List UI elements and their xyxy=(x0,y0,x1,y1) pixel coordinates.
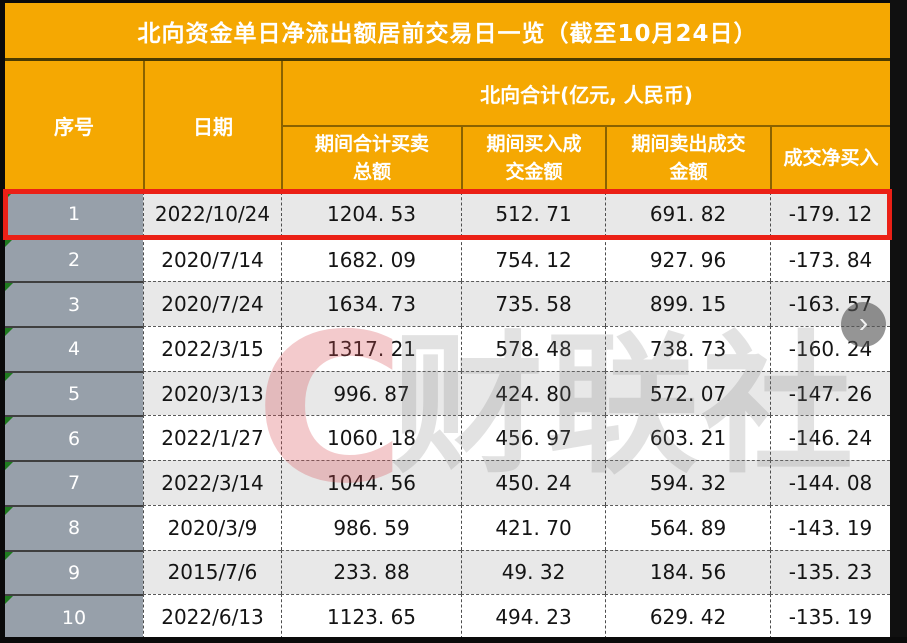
table-title-bar: 北向资金单日净流出额居前交易日一览（截至10月24日） xyxy=(5,3,890,61)
header-date: 日期 xyxy=(143,61,281,190)
cell-date: 2015/7/6 xyxy=(143,549,281,595)
cell-seq: 3 xyxy=(5,281,143,327)
table-row: 7 2022/3/14 1044. 56 450. 24 594. 32 -14… xyxy=(5,460,890,505)
cell-net: -135. 23 xyxy=(770,549,890,595)
table-row: 4 2022/3/15 1317. 21 578. 48 738. 73 -16… xyxy=(5,326,890,371)
cell-seq: 10 xyxy=(5,594,143,639)
cell-total: 1044. 56 xyxy=(281,460,461,505)
cell-sell: 691. 82 xyxy=(605,192,770,237)
cell-date: 2022/3/14 xyxy=(143,460,281,505)
cell-date: 2022/1/27 xyxy=(143,415,281,461)
excel-flag-icon xyxy=(5,596,13,605)
cell-seq: 2 xyxy=(5,236,143,282)
cell-buy: 494. 23 xyxy=(461,594,605,639)
table-row: 9 2015/7/6 233. 88 49. 32 184. 56 -135. … xyxy=(5,549,890,595)
frame-left-border xyxy=(0,0,5,643)
cell-seq: 9 xyxy=(5,549,143,595)
frame-bottom-border xyxy=(0,637,907,643)
table-row: 5 2020/3/13 996. 87 424. 80 572. 07 -147… xyxy=(5,370,890,416)
cell-seq: 6 xyxy=(5,415,143,461)
cell-total: 1123. 65 xyxy=(281,594,461,639)
cell-buy: 421. 70 xyxy=(461,504,605,550)
header-sell-amount: 期间卖出成交金额 xyxy=(605,125,770,190)
chevron-right-icon: › xyxy=(858,306,869,338)
carousel-next-button[interactable]: › xyxy=(841,302,886,347)
excel-flag-icon xyxy=(5,462,13,471)
cell-sell: 629. 42 xyxy=(605,594,770,639)
excel-flag-icon xyxy=(5,551,13,560)
cell-date: 2022/6/13 xyxy=(143,594,281,639)
cell-buy: 456. 97 xyxy=(461,415,605,461)
cell-net: -144. 08 xyxy=(770,460,890,505)
northbound-outflow-table: 北向资金单日净流出额居前交易日一览（截至10月24日） 序号 日期 北向合计(亿… xyxy=(3,3,892,639)
cell-seq: 8 xyxy=(5,504,143,550)
excel-flag-icon xyxy=(5,283,13,292)
cell-seq: 7 xyxy=(5,460,143,505)
cell-sell: 594. 32 xyxy=(605,460,770,505)
cell-buy: 735. 58 xyxy=(461,281,605,327)
cell-sell: 184. 56 xyxy=(605,549,770,595)
right-letterbox-strip xyxy=(890,0,907,643)
excel-flag-icon xyxy=(5,328,13,337)
frame-top-border xyxy=(0,0,907,3)
cell-buy: 578. 48 xyxy=(461,326,605,371)
cell-seq: 5 xyxy=(5,370,143,416)
header-net-buy: 成交净买入 xyxy=(770,125,890,190)
cell-date: 2022/3/15 xyxy=(143,326,281,371)
cell-total: 1634. 73 xyxy=(281,281,461,327)
header-group-northbound-total: 北向合计(亿元, 人民币) xyxy=(281,61,890,125)
excel-flag-icon xyxy=(5,238,13,247)
excel-flag-icon xyxy=(5,506,13,515)
cell-sell: 899. 15 xyxy=(605,281,770,327)
table-row: 8 2020/3/9 986. 59 421. 70 564. 89 -143.… xyxy=(5,504,890,550)
table-row: 2 2020/7/14 1682. 09 754. 12 927. 96 -17… xyxy=(5,236,890,282)
cell-buy: 512. 71 xyxy=(461,192,605,237)
cell-net: -160. 24 xyxy=(770,326,890,371)
table-row: 1 2022/10/24 1204. 53 512. 71 691. 82 -1… xyxy=(3,189,892,240)
cell-date: 2020/7/24 xyxy=(143,281,281,327)
cell-seq: 1 xyxy=(5,192,143,237)
cell-net: -179. 12 xyxy=(770,192,890,237)
cell-total: 1060. 18 xyxy=(281,415,461,461)
cell-total: 1204. 53 xyxy=(281,192,461,237)
cell-total: 1317. 21 xyxy=(281,326,461,371)
cell-total: 233. 88 xyxy=(281,549,461,595)
header-seq: 序号 xyxy=(54,115,94,139)
cell-date: 2020/3/13 xyxy=(143,370,281,416)
cell-buy: 450. 24 xyxy=(461,460,605,505)
cell-net: -173. 84 xyxy=(770,236,890,282)
cell-sell: 572. 07 xyxy=(605,370,770,416)
cell-sell: 564. 89 xyxy=(605,504,770,550)
table-row: 6 2022/1/27 1060. 18 456. 97 603. 21 -14… xyxy=(5,415,890,461)
cell-date: 2022/10/24 xyxy=(143,192,281,237)
cell-date: 2020/7/14 xyxy=(143,236,281,282)
table-row: 3 2020/7/24 1634. 73 735. 58 899. 15 -16… xyxy=(5,281,890,327)
excel-flag-icon xyxy=(5,192,13,200)
cell-buy: 754. 12 xyxy=(461,236,605,282)
excel-flag-icon xyxy=(5,372,13,381)
cell-seq: 4 xyxy=(5,326,143,371)
cell-sell: 738. 73 xyxy=(605,326,770,371)
cell-total: 996. 87 xyxy=(281,370,461,416)
cell-net: -143. 19 xyxy=(770,504,890,550)
cell-buy: 424. 80 xyxy=(461,370,605,416)
table-header: 序号 日期 北向合计(亿元, 人民币) 期间合计买卖总额 期间买入成交金额 期间… xyxy=(5,61,890,192)
cell-date: 2020/3/9 xyxy=(143,504,281,550)
cell-net: -146. 24 xyxy=(770,415,890,461)
cell-net: -147. 26 xyxy=(770,370,890,416)
cell-sell: 927. 96 xyxy=(605,236,770,282)
cell-total: 986. 59 xyxy=(281,504,461,550)
cell-buy: 49. 32 xyxy=(461,549,605,595)
table-title: 北向资金单日净流出额居前交易日一览（截至10月24日） xyxy=(137,20,758,47)
header-buy-amount: 期间买入成交金额 xyxy=(461,125,605,190)
header-total-turnover: 期间合计买卖总额 xyxy=(281,125,461,190)
table-row: 10 2022/6/13 1123. 65 494. 23 629. 42 -1… xyxy=(5,594,890,639)
cell-sell: 603. 21 xyxy=(605,415,770,461)
excel-flag-icon xyxy=(5,417,13,426)
cell-net: -135. 19 xyxy=(770,594,890,639)
table-body: 1 2022/10/24 1204. 53 512. 71 691. 82 -1… xyxy=(3,189,892,639)
cell-total: 1682. 09 xyxy=(281,236,461,282)
